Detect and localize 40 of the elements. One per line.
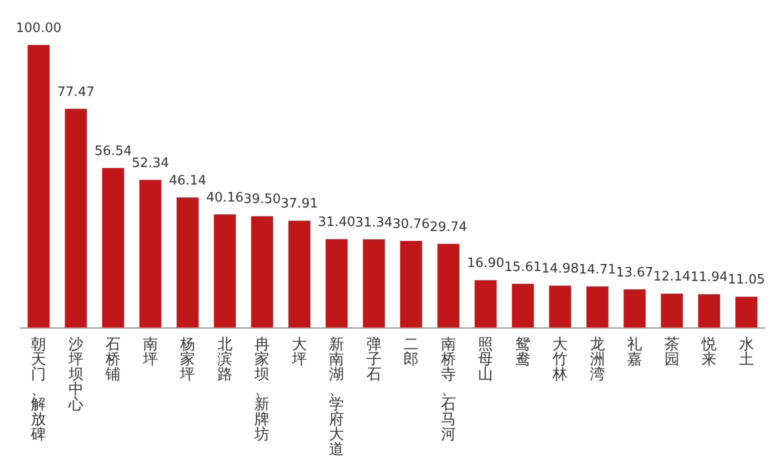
x-tick-label: 悦来	[700, 335, 717, 368]
x-tick-label: 弹子石	[366, 335, 382, 383]
x-tick-label: 礼嘉	[627, 335, 642, 368]
x-tick-label: 二郎	[404, 335, 419, 368]
data-label: 13.67	[616, 265, 654, 280]
data-label: 12.14	[653, 270, 690, 285]
x-tick-label: 茶园	[664, 335, 680, 368]
x-tick-label: 石桥铺	[104, 335, 121, 383]
data-label: 16.90	[467, 256, 504, 272]
data-label: 46.14	[169, 173, 206, 188]
data-label: 11.05	[728, 272, 765, 288]
data-label: 31.34	[355, 215, 392, 230]
x-tick-label: 照母山	[478, 335, 494, 383]
x-tick-label: 沙坪坝中心	[67, 335, 84, 413]
data-label: 39.50	[244, 192, 281, 208]
data-label: 14.98	[542, 262, 579, 277]
x-tick-label: 水土	[738, 335, 754, 368]
x-tick-label: 新南湖、学府大道	[329, 335, 344, 458]
x-tick-label: 杨家坪	[179, 335, 196, 383]
data-label: 29.74	[430, 220, 467, 235]
data-label: 14.71	[578, 262, 616, 278]
x-tick-label: 龙洲湾	[590, 335, 605, 383]
data-label: 11.94	[690, 270, 728, 286]
data-label: 52.34	[132, 156, 169, 171]
x-tick-label: 南坪	[142, 335, 158, 368]
data-label: 56.54	[94, 144, 132, 159]
data-label: 15.61	[504, 260, 542, 275]
data-label: 100.00	[16, 21, 62, 36]
data-label: 30.76	[392, 216, 430, 232]
x-tick-label: 南桥寺、石马河	[440, 335, 456, 443]
data-label: 37.91	[280, 196, 318, 212]
x-tick-label: 冉家坝、新牌坊	[254, 335, 270, 443]
x-tick-label: 大坪	[290, 335, 307, 368]
data-label: 31.40	[318, 215, 356, 230]
x-tick-label: 大竹林	[552, 335, 568, 383]
data-label: 40.16	[206, 190, 244, 206]
x-tick-label: 北滨路	[217, 335, 232, 383]
x-tick-label: 朝天门、解放碑	[30, 335, 46, 443]
x-tick-label: 鸳鸯	[515, 335, 530, 368]
data-label: 77.47	[57, 84, 94, 100]
